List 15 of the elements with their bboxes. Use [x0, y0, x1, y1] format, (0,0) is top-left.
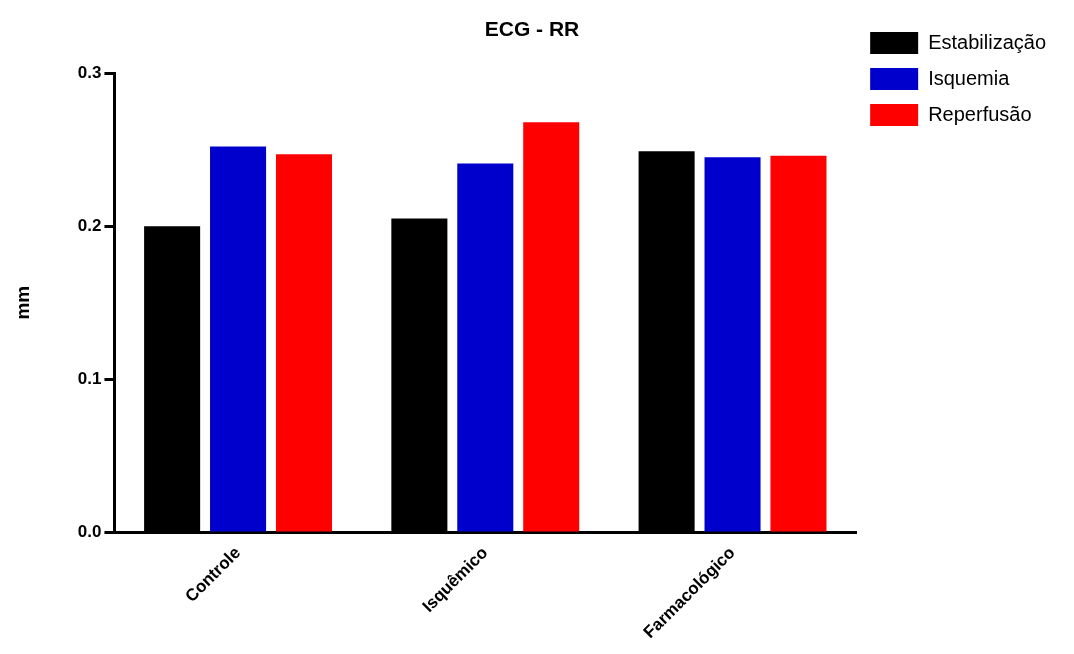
y-tick-label: 0.3: [77, 62, 102, 82]
y-tick-label: 0.2: [77, 215, 102, 235]
y-axis-title: mm: [11, 285, 33, 320]
y-tick-label: 0.0: [77, 521, 102, 541]
chart-title: ECG - RR: [484, 17, 580, 41]
bar: [704, 157, 761, 532]
legend-label: Estabilização: [928, 30, 1046, 53]
legend-label: Reperfusão: [928, 102, 1032, 125]
legend-label: Isquemia: [928, 66, 1011, 89]
bar: [457, 163, 514, 532]
bar: [210, 146, 267, 532]
bar: [770, 155, 827, 532]
y-tick-label: 0.1: [77, 368, 102, 388]
bar: [275, 154, 333, 532]
bar: [523, 122, 580, 532]
